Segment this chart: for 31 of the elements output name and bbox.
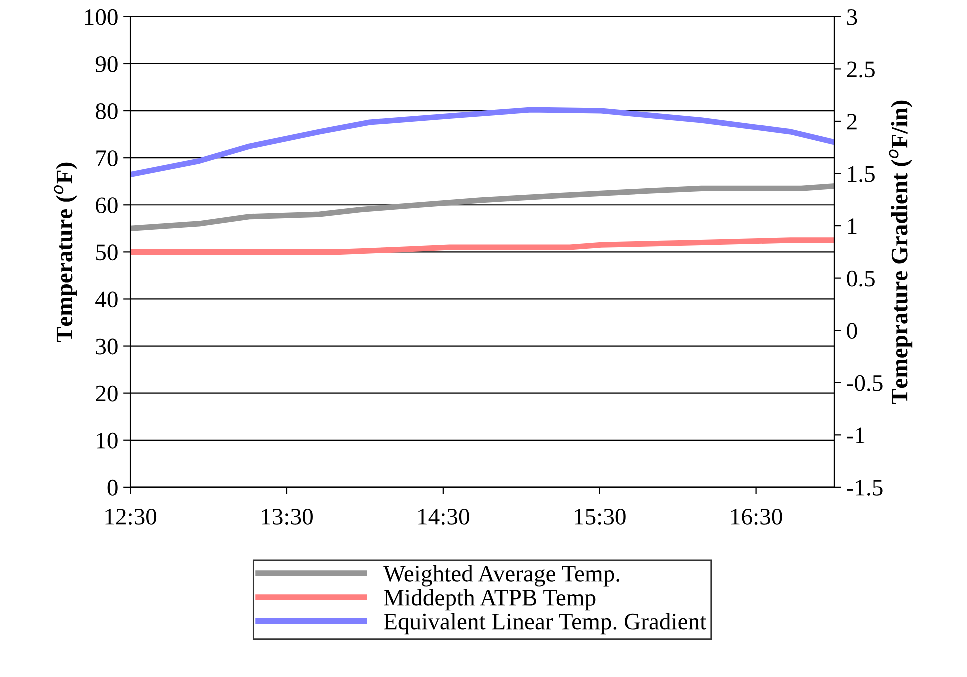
y-tick-label: 100 — [85, 9, 118, 26]
legend-label: Middepth ATPB Temp — [384, 589, 596, 611]
y-tick-label: 60 — [96, 198, 118, 214]
legend-label: Equivalent Linear Temp. Gradient — [384, 613, 707, 635]
x-tick-label: 14:30 — [418, 508, 470, 525]
y-tick-label: 90 — [96, 56, 118, 72]
x-tick-label: 12:30 — [106, 508, 157, 525]
y-tick-label: 80 — [96, 104, 118, 120]
legend-label: Weighted Average Temp. — [384, 565, 620, 587]
y2-tick-label: 0.5 — [847, 270, 875, 287]
y-tick-label: 20 — [96, 386, 118, 402]
y2-tick-label: 1.5 — [848, 166, 875, 182]
x-tick-label: 16:30 — [731, 508, 782, 525]
y2-tick-label: -1 — [847, 428, 865, 444]
y2-axis-title: Temeprature Gradient ($^{o}$F/in) — [889, 100, 913, 404]
y2-tick-label: 2 — [847, 114, 857, 130]
y-tick-label: 50 — [96, 244, 118, 261]
y-tick-label: 70 — [96, 150, 118, 167]
y-tick-label: 30 — [96, 338, 118, 355]
y-tick-label: 10 — [97, 432, 118, 449]
y2-tick-label: 2.5 — [847, 62, 875, 78]
y2-tick-label: -0.5 — [847, 375, 883, 392]
x-tick-label: 15:30 — [575, 508, 626, 525]
x-tick-label: 13:30 — [262, 508, 313, 525]
y2-tick-label: -1.5 — [847, 480, 883, 496]
y2-tick-label: 0 — [847, 323, 858, 340]
y-axis-title: Temperature ($^{o}$F) — [54, 162, 78, 342]
y2-tick-label: 3 — [847, 9, 858, 26]
y-tick-label: 0 — [108, 480, 118, 496]
y2-tick-label: 1 — [848, 218, 857, 234]
y-tick-label: 40 — [96, 292, 118, 308]
